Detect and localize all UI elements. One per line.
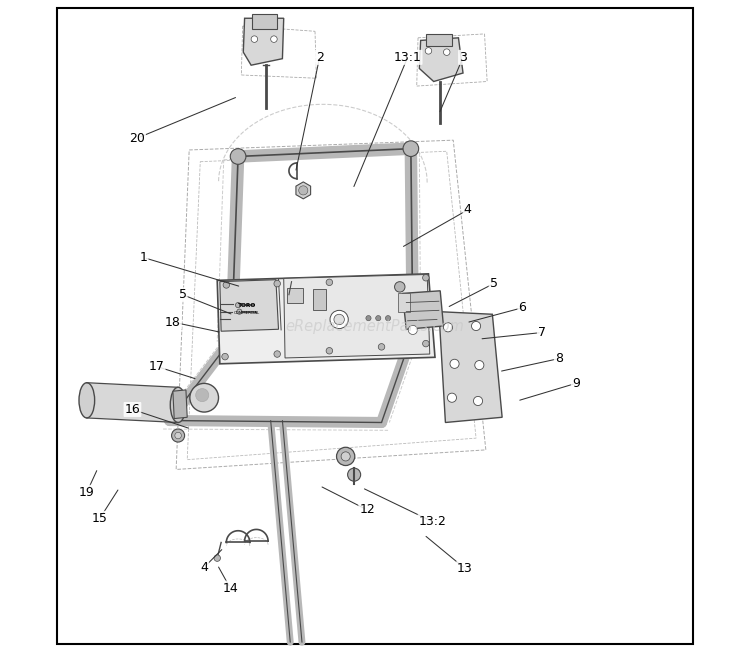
Circle shape bbox=[347, 468, 361, 481]
Text: 14: 14 bbox=[223, 582, 238, 595]
Text: eReplacementParts.com: eReplacementParts.com bbox=[286, 318, 464, 334]
Polygon shape bbox=[296, 182, 310, 199]
Circle shape bbox=[214, 555, 220, 561]
Circle shape bbox=[447, 393, 457, 402]
Circle shape bbox=[326, 279, 332, 286]
Text: 5: 5 bbox=[178, 288, 187, 301]
Circle shape bbox=[378, 344, 385, 350]
Circle shape bbox=[472, 321, 481, 331]
Polygon shape bbox=[243, 18, 284, 65]
Bar bbox=[313, 289, 326, 310]
Text: 13: 13 bbox=[457, 562, 472, 575]
Text: 20: 20 bbox=[129, 132, 145, 145]
Text: 19: 19 bbox=[79, 486, 94, 499]
Circle shape bbox=[475, 361, 484, 370]
Circle shape bbox=[473, 396, 482, 406]
Ellipse shape bbox=[170, 387, 186, 422]
Text: 13:1: 13:1 bbox=[394, 51, 422, 64]
Circle shape bbox=[222, 353, 228, 360]
Text: 2: 2 bbox=[316, 51, 323, 64]
Circle shape bbox=[334, 314, 344, 325]
Text: 4: 4 bbox=[200, 561, 208, 574]
Circle shape bbox=[230, 149, 246, 164]
Text: 18: 18 bbox=[165, 316, 181, 329]
Polygon shape bbox=[439, 312, 503, 422]
Text: 5: 5 bbox=[490, 277, 498, 290]
Text: 6: 6 bbox=[518, 301, 526, 314]
Bar bbox=[287, 288, 303, 303]
Text: 4: 4 bbox=[464, 203, 472, 216]
Text: 16: 16 bbox=[124, 403, 140, 416]
Text: 13:2: 13:2 bbox=[419, 515, 446, 528]
Text: 15: 15 bbox=[92, 512, 108, 525]
Text: COMMERCIAL: COMMERCIAL bbox=[233, 311, 260, 315]
Circle shape bbox=[330, 310, 348, 329]
Text: 1: 1 bbox=[140, 251, 148, 264]
Circle shape bbox=[394, 282, 405, 292]
Circle shape bbox=[274, 351, 280, 357]
Circle shape bbox=[386, 316, 391, 321]
Bar bbox=[398, 293, 410, 312]
Text: 12: 12 bbox=[359, 503, 375, 516]
Circle shape bbox=[326, 348, 332, 354]
Circle shape bbox=[422, 274, 429, 281]
Circle shape bbox=[237, 309, 242, 314]
Circle shape bbox=[376, 316, 381, 321]
Ellipse shape bbox=[79, 383, 94, 418]
Polygon shape bbox=[87, 383, 178, 422]
Circle shape bbox=[190, 383, 218, 412]
Circle shape bbox=[172, 429, 184, 442]
Circle shape bbox=[251, 36, 258, 42]
Polygon shape bbox=[403, 291, 443, 329]
Text: 8: 8 bbox=[555, 352, 562, 365]
Text: 17: 17 bbox=[148, 360, 164, 373]
Polygon shape bbox=[220, 280, 278, 331]
Circle shape bbox=[298, 186, 307, 195]
Text: TORO: TORO bbox=[238, 303, 256, 308]
Circle shape bbox=[425, 48, 432, 54]
Circle shape bbox=[403, 141, 418, 156]
Polygon shape bbox=[217, 274, 435, 364]
Circle shape bbox=[450, 359, 459, 368]
Circle shape bbox=[271, 36, 278, 42]
Text: 3: 3 bbox=[459, 51, 467, 64]
Circle shape bbox=[274, 280, 280, 287]
Circle shape bbox=[366, 316, 371, 321]
Text: 7: 7 bbox=[538, 326, 546, 339]
Polygon shape bbox=[284, 274, 430, 358]
Circle shape bbox=[443, 49, 450, 55]
Circle shape bbox=[196, 389, 208, 402]
Circle shape bbox=[408, 325, 418, 334]
Text: 9: 9 bbox=[572, 377, 580, 390]
Circle shape bbox=[236, 303, 241, 308]
Polygon shape bbox=[173, 390, 188, 419]
Circle shape bbox=[443, 323, 452, 332]
Circle shape bbox=[341, 452, 350, 461]
Polygon shape bbox=[253, 14, 278, 29]
Circle shape bbox=[422, 340, 429, 347]
Polygon shape bbox=[426, 34, 452, 46]
Circle shape bbox=[223, 282, 230, 288]
Polygon shape bbox=[419, 38, 463, 82]
Circle shape bbox=[337, 447, 355, 466]
Circle shape bbox=[175, 432, 181, 439]
